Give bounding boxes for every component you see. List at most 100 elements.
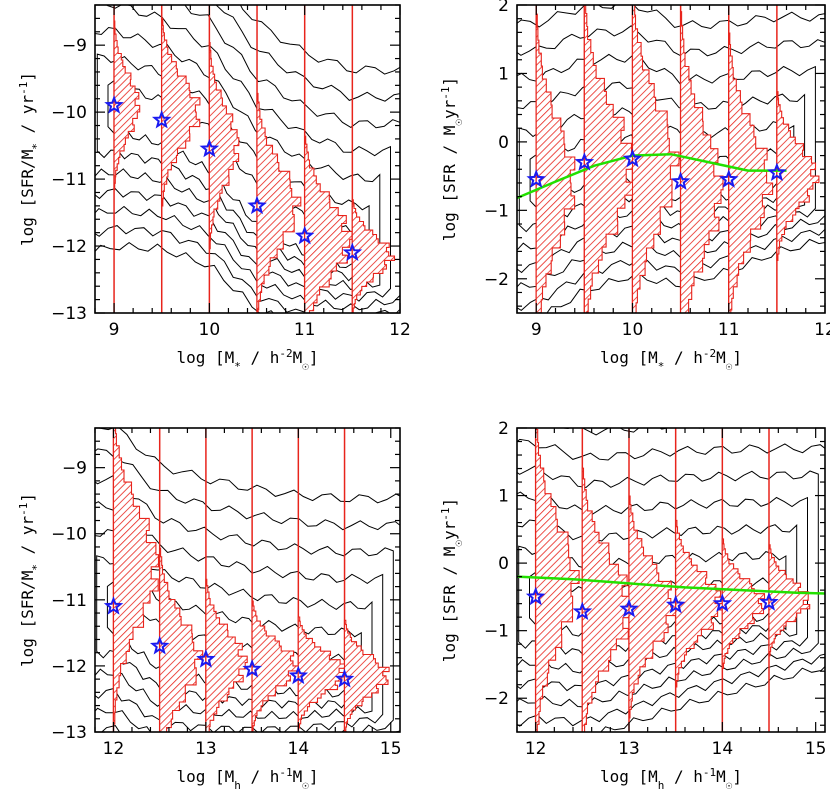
bin-histogram bbox=[112, 428, 160, 725]
median-star bbox=[525, 586, 546, 606]
y-tick-label: −11 bbox=[51, 170, 87, 190]
plot-area bbox=[517, 5, 825, 313]
density-contour bbox=[95, 5, 400, 313]
bin-histogram bbox=[675, 519, 726, 688]
bin-histogram bbox=[297, 616, 350, 729]
y-tick-label: −11 bbox=[51, 591, 87, 611]
x-tick-label: 14 bbox=[288, 739, 310, 759]
median-star bbox=[670, 171, 691, 190]
density-contour bbox=[95, 501, 384, 732]
y-tick-label: 0 bbox=[498, 554, 509, 574]
y-tick-label: 2 bbox=[498, 419, 509, 439]
y-axis-label: log [SFR / M☉yr-1] bbox=[439, 498, 465, 662]
median-star bbox=[718, 169, 739, 188]
y-tick-label: −1 bbox=[484, 201, 509, 221]
x-axis-label: log [M* / h-2M☉] bbox=[176, 347, 318, 373]
bin-histogram bbox=[159, 547, 204, 732]
y-tick-label: −2 bbox=[484, 270, 509, 290]
median-star bbox=[342, 242, 363, 262]
bin-histogram bbox=[583, 5, 635, 313]
x-axis-label: log [Mh / h-1M☉] bbox=[600, 766, 742, 792]
median-star bbox=[103, 596, 124, 615]
median-star bbox=[288, 665, 309, 685]
median-star bbox=[574, 152, 595, 171]
bin-histogram bbox=[251, 600, 301, 732]
bin-histogram bbox=[535, 428, 580, 732]
density-contour bbox=[95, 5, 391, 302]
y-tick-label: 1 bbox=[498, 64, 509, 84]
bin-histogram bbox=[776, 91, 820, 262]
bin-histogram bbox=[113, 20, 141, 191]
y-tick-label: 1 bbox=[498, 487, 509, 507]
x-tick-label: 9 bbox=[531, 320, 542, 340]
y-tick-label: −9 bbox=[62, 36, 87, 56]
fit-line bbox=[517, 152, 787, 200]
plot-area bbox=[95, 428, 400, 732]
x-tick-label: 10 bbox=[622, 320, 644, 340]
density-contour bbox=[95, 5, 400, 313]
x-tick-label: 15 bbox=[380, 739, 402, 759]
y-tick-label: −2 bbox=[484, 689, 509, 709]
x-tick-label: 12 bbox=[389, 320, 411, 340]
median-star bbox=[712, 593, 733, 612]
bin-histogram bbox=[535, 13, 576, 313]
median-star bbox=[622, 148, 643, 168]
x-tick-label: 13 bbox=[195, 739, 217, 759]
median-star bbox=[242, 658, 262, 678]
plot-frame bbox=[516, 427, 826, 733]
median-star bbox=[572, 601, 593, 621]
fit-line bbox=[517, 575, 825, 595]
y-tick-label: −13 bbox=[51, 304, 87, 324]
density-contour bbox=[95, 26, 381, 290]
density-contour bbox=[98, 428, 400, 504]
x-axis-label: log [Mh / h-1M☉] bbox=[176, 766, 318, 792]
bin-histogram bbox=[343, 619, 390, 732]
density-contour bbox=[95, 448, 400, 732]
bin-histogram bbox=[208, 41, 240, 250]
bin-histogram bbox=[205, 578, 248, 732]
density-contour bbox=[517, 438, 825, 727]
x-tick-label: 11 bbox=[718, 320, 740, 340]
median-star bbox=[149, 635, 170, 655]
y-tick-label: −13 bbox=[51, 723, 87, 743]
density-contour bbox=[95, 5, 400, 311]
y-tick-label: −10 bbox=[51, 103, 87, 123]
x-tick-label: 12 bbox=[814, 320, 830, 340]
median-star bbox=[526, 169, 547, 188]
y-tick-label: −12 bbox=[51, 237, 87, 257]
plot-area bbox=[517, 428, 825, 732]
y-axis-label: log [SFR/M* / yr-1] bbox=[17, 72, 43, 246]
median-star bbox=[247, 195, 267, 215]
median-star bbox=[196, 649, 216, 668]
x-tick-label: 13 bbox=[618, 739, 640, 759]
y-tick-label: −9 bbox=[62, 459, 87, 479]
y-tick-label: −10 bbox=[51, 525, 87, 545]
median-star bbox=[294, 225, 315, 245]
median-star bbox=[619, 598, 639, 618]
x-axis-label: log [M* / h-2M☉] bbox=[600, 347, 742, 373]
x-tick-label: 9 bbox=[109, 320, 120, 340]
bin-histogram bbox=[161, 17, 201, 207]
median-star bbox=[759, 592, 779, 611]
bin-histogram bbox=[721, 538, 766, 669]
x-tick-label: 11 bbox=[294, 320, 316, 340]
median-star bbox=[151, 109, 172, 129]
y-tick-label: −1 bbox=[484, 622, 509, 642]
x-tick-label: 12 bbox=[525, 739, 547, 759]
median-star bbox=[767, 162, 787, 182]
density-contour bbox=[95, 474, 394, 732]
x-tick-label: 12 bbox=[103, 739, 125, 759]
median-star bbox=[199, 138, 220, 158]
y-tick-label: 2 bbox=[498, 0, 509, 16]
median-star bbox=[334, 668, 355, 688]
x-tick-label: 14 bbox=[712, 739, 734, 759]
y-axis-label: log [SFR/M* / yr-1] bbox=[17, 493, 43, 667]
panel-top-left: 9 10 11 12 −13 −12 −11 −10 −9 log [M* / h-2M☉] log… bbox=[17, 4, 411, 373]
bin-histogram bbox=[728, 32, 774, 313]
plot-area bbox=[95, 5, 400, 313]
panel-bottom-left: 12 13 14 15 −13 −12 −11 −10 −9 log [Mh / h-1M☉] lo… bbox=[17, 427, 402, 792]
median-star bbox=[104, 95, 124, 114]
median-star bbox=[665, 594, 686, 614]
